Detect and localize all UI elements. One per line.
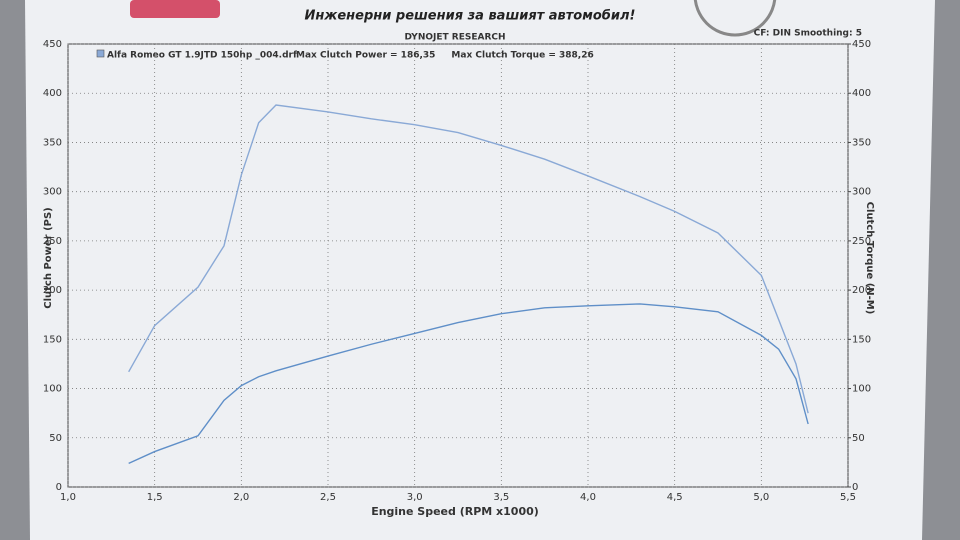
x-tick-label: 5,0 bbox=[753, 492, 769, 503]
y2-tick-label: 150 bbox=[852, 334, 871, 345]
header: Инженерни решения за вашият автомобил! bbox=[305, 9, 636, 24]
x-tick-label: 1,0 bbox=[60, 492, 76, 503]
y2-tick-label: 450 bbox=[852, 39, 871, 50]
badge bbox=[693, 0, 777, 37]
x-tick-label: 2,0 bbox=[233, 492, 249, 503]
plot-frame bbox=[67, 43, 849, 488]
series-line bbox=[128, 104, 809, 414]
series-line bbox=[128, 303, 809, 465]
logo bbox=[130, 0, 220, 18]
legend-label: Max Clutch Torque = 388,26 bbox=[451, 51, 593, 61]
x-tick-label: 2,5 bbox=[320, 492, 336, 503]
y-axis-label: Clutch Power (PS) bbox=[43, 207, 54, 309]
y-tick-label: 200 bbox=[43, 285, 62, 296]
legend-title: Alfa Romeo GT 1.9JTD 150hp _004.drf bbox=[107, 51, 297, 61]
chart-subtitle: CF: DIN Smoothing: 5 bbox=[754, 29, 862, 39]
y-tick-label: 150 bbox=[43, 334, 62, 345]
y2-tick-label: 300 bbox=[852, 187, 871, 198]
chart-title: DYNOJET RESEARCH bbox=[404, 33, 505, 43]
y-tick-label: 450 bbox=[43, 39, 62, 50]
x-tick-label: 4,0 bbox=[580, 492, 596, 503]
x-tick-label: 3,5 bbox=[493, 492, 509, 503]
y2-tick-label: 350 bbox=[852, 137, 871, 148]
legend-label: Max Clutch Power = 186,35 bbox=[296, 51, 435, 61]
x-tick-label: 1,5 bbox=[147, 492, 163, 503]
y-tick-label: 350 bbox=[43, 137, 62, 148]
legend-swatch bbox=[96, 49, 105, 58]
y2-tick-label: 200 bbox=[852, 285, 871, 296]
y-tick-label: 400 bbox=[43, 88, 62, 99]
y2-axis-label: Clutch Torque (N-M) bbox=[864, 202, 875, 315]
y-tick-label: 250 bbox=[43, 236, 62, 247]
x-tick-label: 3,0 bbox=[407, 492, 423, 503]
x-tick-label: 5,5 bbox=[840, 492, 856, 503]
y2-tick-label: 250 bbox=[852, 236, 871, 247]
x-axis-label: Engine Speed (RPM x1000) bbox=[371, 505, 539, 518]
y-tick-label: 0 bbox=[56, 482, 62, 493]
y2-tick-label: 50 bbox=[852, 433, 865, 444]
y2-tick-label: 400 bbox=[852, 88, 871, 99]
y2-tick-label: 100 bbox=[852, 384, 871, 395]
y2-tick-label: 0 bbox=[852, 482, 858, 493]
y-tick-label: 100 bbox=[43, 384, 62, 395]
y-tick-label: 50 bbox=[49, 433, 62, 444]
y-tick-label: 300 bbox=[43, 187, 62, 198]
paper bbox=[25, 0, 935, 540]
x-tick-label: 4,5 bbox=[667, 492, 683, 503]
